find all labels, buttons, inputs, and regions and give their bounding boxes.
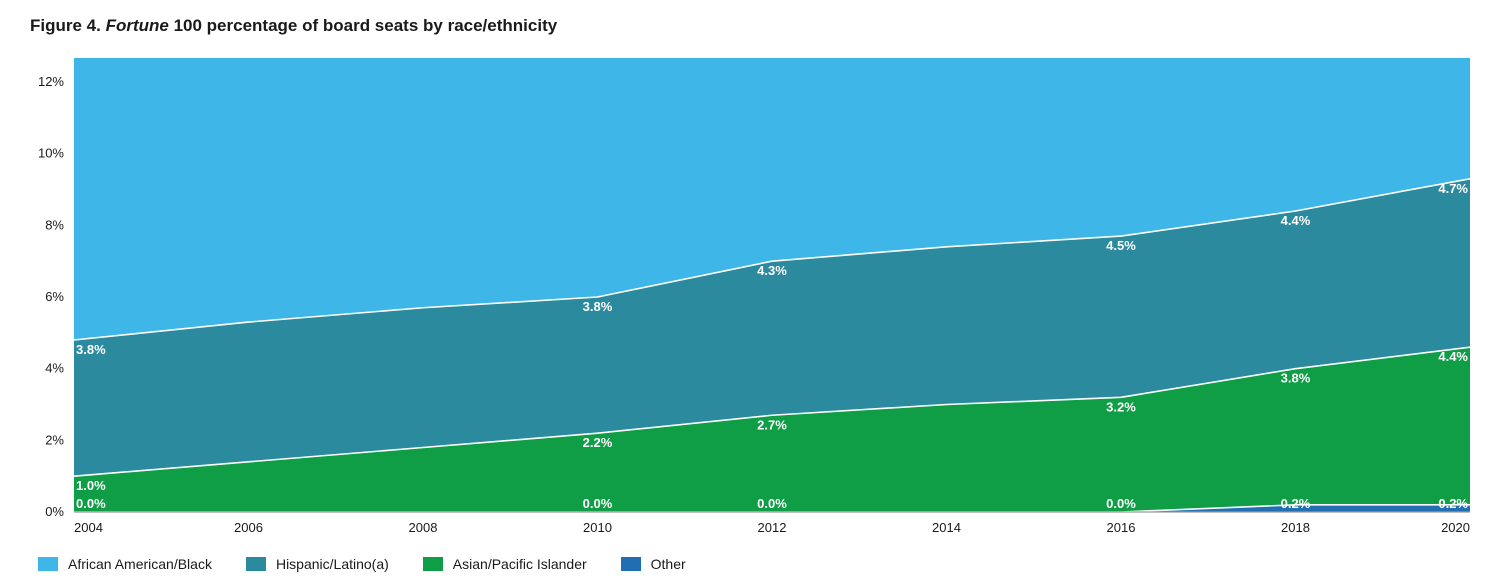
x-tick-label: 2006: [234, 520, 263, 535]
legend-label: Asian/Pacific Islander: [453, 556, 587, 572]
data-label-inside: 0.0%: [583, 496, 613, 511]
data-label-inside: 0.2%: [1438, 496, 1468, 511]
legend-item-asian: Asian/Pacific Islander: [423, 556, 587, 572]
data-label-inside: 2.7%: [757, 417, 787, 432]
data-label-inside: 0.0%: [1106, 496, 1136, 511]
x-tick-label: 2016: [1107, 520, 1136, 535]
data-label-inside: 3.2%: [1106, 399, 1136, 414]
data-label-inside: 0.0%: [757, 496, 787, 511]
x-tick-label: 2008: [409, 520, 438, 535]
legend-label: African American/Black: [68, 556, 212, 572]
x-tick-label: 2014: [932, 520, 961, 535]
legend-item-other: Other: [621, 556, 686, 572]
data-label-inside: 4.7%: [1438, 181, 1468, 196]
figure-title: Figure 4. Fortune 100 percentage of boar…: [30, 16, 1470, 36]
legend-swatch: [621, 557, 641, 571]
data-label-inside: 3.8%: [1281, 371, 1311, 386]
stacked-area-chart: 0% 2% 4% 6% 8% 10% 12% 2004 2006 2008 2010 2012 2014…: [28, 58, 1470, 542]
y-tick-label: 6%: [45, 289, 64, 304]
data-label-inside: 2.2%: [583, 435, 613, 450]
data-label-inside: 3.8%: [583, 299, 613, 314]
y-tick-label: 10%: [38, 146, 64, 161]
y-tick-label: 0%: [45, 504, 64, 519]
x-tick-label: 2018: [1281, 520, 1310, 535]
figure-container: Figure 4. Fortune 100 percentage of boar…: [0, 0, 1498, 586]
x-tick-label: 2004: [74, 520, 103, 535]
y-tick-label: 4%: [45, 361, 64, 376]
data-label-inside: 4.5%: [1106, 238, 1136, 253]
legend-swatch: [423, 557, 443, 571]
title-prefix: Figure 4.: [30, 16, 106, 35]
legend-swatch: [246, 557, 266, 571]
legend-label: Other: [651, 556, 686, 572]
x-tick-label: 2010: [583, 520, 612, 535]
data-label-inside: 4.4%: [1438, 349, 1468, 364]
legend-item-afam: African American/Black: [38, 556, 212, 572]
data-label-inside: 1.0%: [76, 478, 106, 493]
x-tick-label: 2020: [1441, 520, 1470, 535]
legend-item-hisp: Hispanic/Latino(a): [246, 556, 389, 572]
legend-swatch: [38, 557, 58, 571]
y-tick-label: 2%: [45, 432, 64, 447]
data-label-inside: 4.3%: [757, 263, 787, 278]
data-label-inside: 4.4%: [1281, 213, 1311, 228]
title-italic: Fortune: [106, 16, 169, 35]
title-rest: 100 percentage of board seats by race/et…: [169, 16, 557, 35]
data-label-inside: 0.2%: [1281, 496, 1311, 511]
data-label-inside: 0.0%: [76, 496, 106, 511]
x-tick-label: 2012: [758, 520, 787, 535]
data-label-inside: 3.8%: [76, 342, 106, 357]
legend-label: Hispanic/Latino(a): [276, 556, 389, 572]
y-tick-label: 12%: [38, 74, 64, 89]
y-tick-label: 8%: [45, 217, 64, 232]
chart-area: 0% 2% 4% 6% 8% 10% 12% 2004 2006 2008 2010 2012 2014…: [28, 58, 1470, 542]
legend: African American/Black Hispanic/Latino(a)…: [38, 556, 1470, 572]
